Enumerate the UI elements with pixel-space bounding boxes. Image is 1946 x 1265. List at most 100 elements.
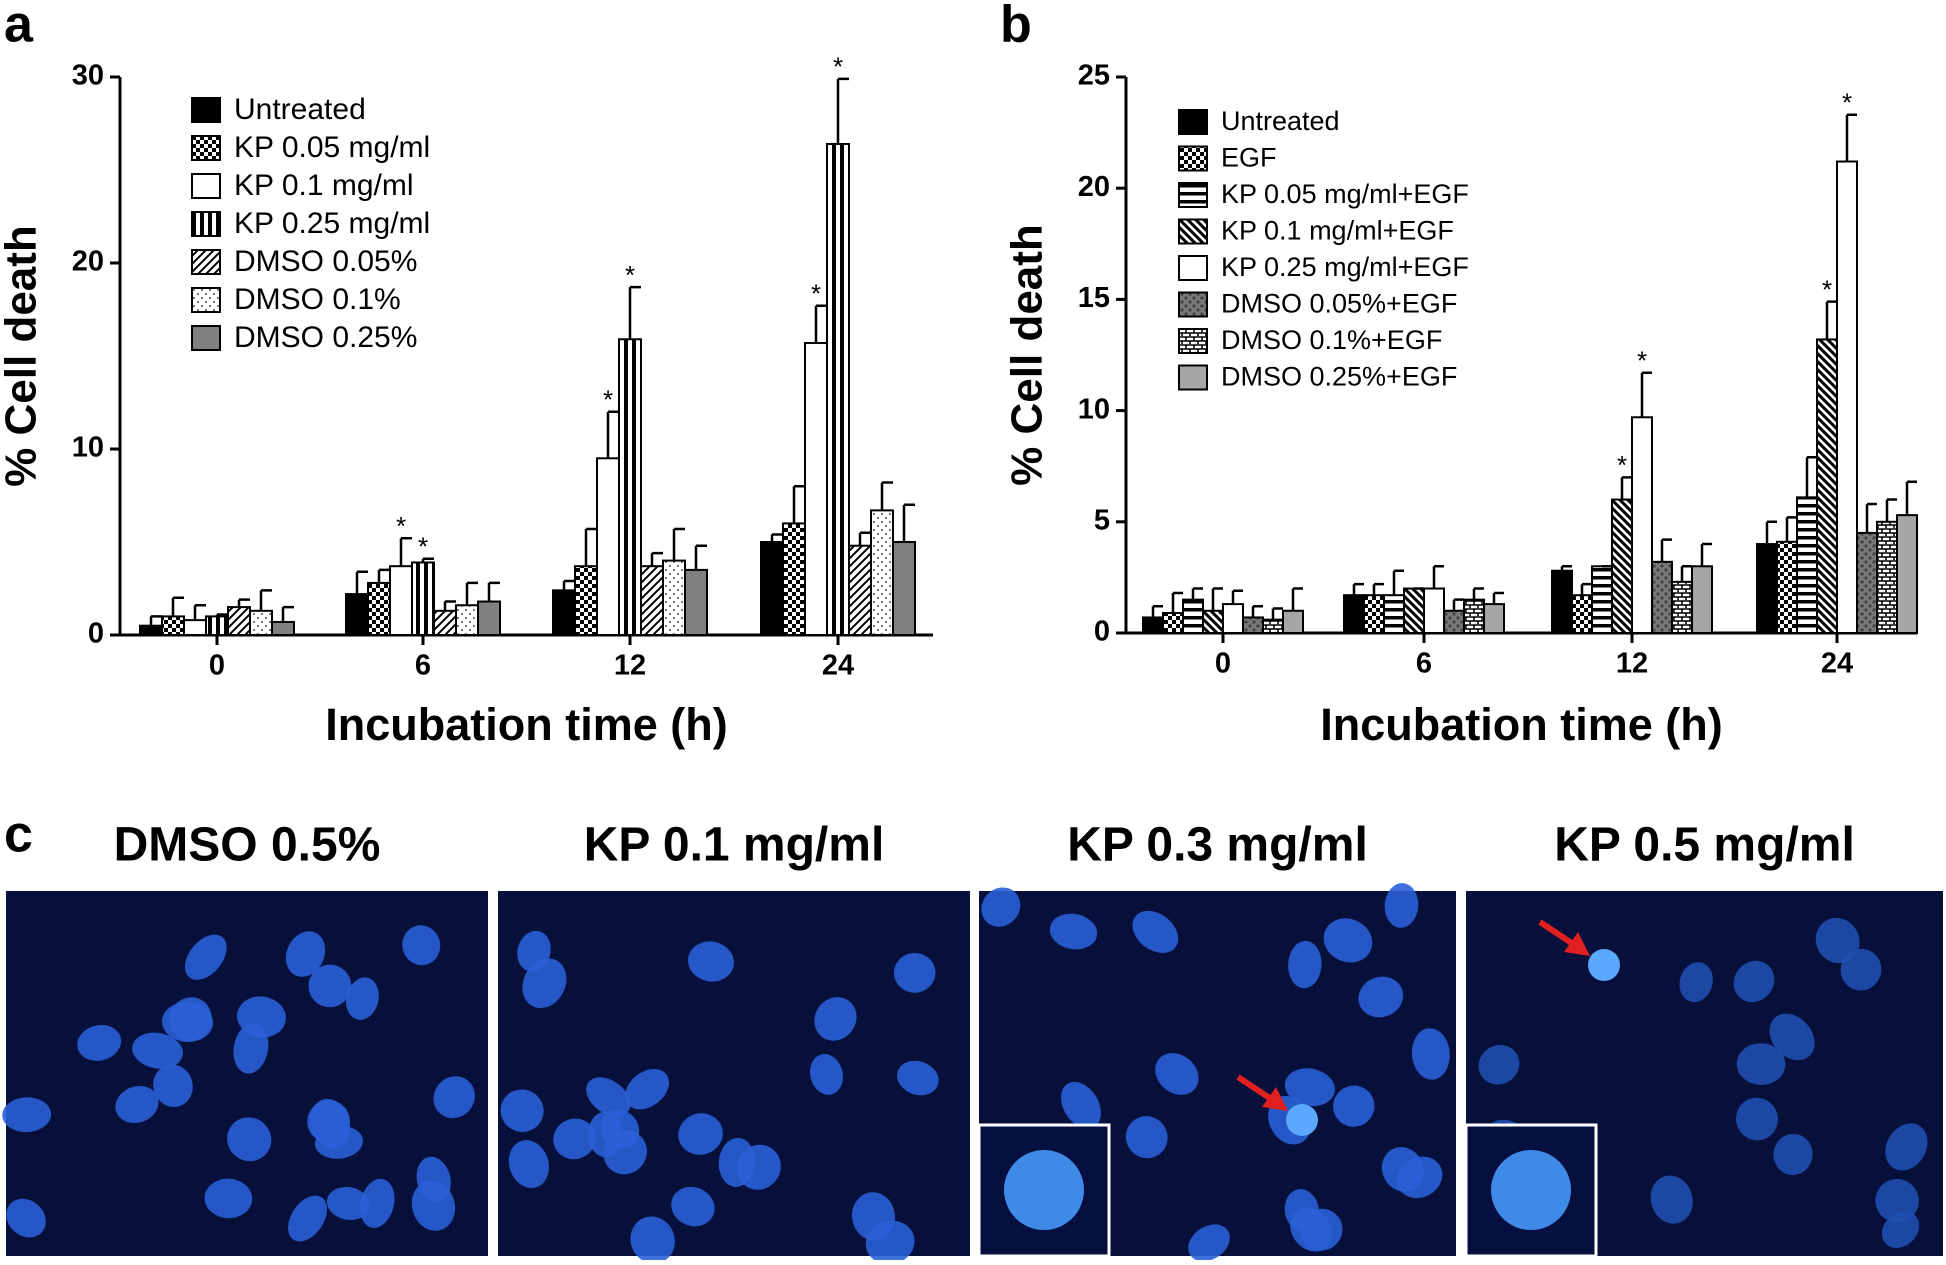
nucleus (1049, 913, 1098, 950)
legend-swatch (1178, 328, 1208, 354)
y-tick-label: 30 (72, 60, 104, 92)
nucleus (1384, 883, 1419, 928)
nucleus (1333, 1085, 1375, 1127)
nucleus (1478, 1044, 1520, 1085)
legend-label: KP 0.25 mg/ml+EGF (1221, 252, 1469, 282)
error-bar (1905, 480, 1917, 516)
bar (1202, 609, 1224, 635)
bar (345, 593, 369, 637)
error-bar (1151, 605, 1163, 618)
inset-cell (1491, 1150, 1571, 1230)
error-bar (1492, 591, 1504, 605)
bar (1671, 580, 1693, 635)
nucleus (671, 1186, 715, 1227)
nucleus (1125, 1116, 1168, 1159)
x-tick-label: 12 (614, 650, 646, 682)
nucleus (233, 1023, 269, 1074)
significance-mark: * (625, 260, 635, 290)
nucleus (508, 1140, 550, 1188)
error-bar (1291, 587, 1303, 611)
bar (1551, 569, 1573, 635)
nucleus (346, 977, 379, 1020)
error-bar (650, 551, 663, 567)
bar (477, 600, 501, 637)
x-tick-label: 24 (822, 650, 854, 682)
legend-label: KP 0.05 mg/ml+EGF (1221, 179, 1469, 209)
nucleus (809, 1053, 843, 1095)
nucleus (1132, 910, 1179, 953)
nucleus (1773, 1133, 1813, 1176)
legend-label: Untreated (1221, 106, 1340, 136)
legend-swatch (1178, 109, 1208, 135)
error-bar (628, 285, 641, 340)
bar (1571, 594, 1593, 635)
significance-mark: * (396, 511, 406, 541)
bar (1242, 616, 1264, 635)
error-bar (1231, 589, 1243, 605)
nucleus (1815, 917, 1860, 964)
bar (1756, 543, 1778, 634)
arrow-head (1564, 932, 1590, 956)
error-bar (902, 503, 915, 542)
bar (1403, 587, 1425, 635)
error-bar (1885, 498, 1897, 522)
bar (848, 544, 872, 636)
error-bar (562, 579, 575, 591)
error-bar (1191, 587, 1203, 600)
bar (1383, 594, 1405, 635)
bar (1651, 560, 1673, 634)
x-axis-label: Incubation time (h) (1320, 699, 1722, 750)
bar (1796, 496, 1818, 634)
legend-swatch (1178, 291, 1208, 318)
error-bar (1432, 565, 1444, 589)
error-bar (193, 603, 206, 621)
bar (618, 338, 642, 636)
bar (1343, 594, 1365, 635)
y-tick-label: 5 (1094, 504, 1110, 536)
nucleus (1769, 1013, 1815, 1061)
nucleus (227, 1117, 272, 1162)
y-tick-label: 10 (1078, 393, 1110, 425)
nucleus (310, 1098, 351, 1149)
x-tick-label: 0 (209, 650, 225, 682)
bar (1182, 598, 1204, 635)
error-bar (1171, 591, 1183, 613)
nucleus (1284, 1068, 1335, 1107)
nucleus (184, 934, 227, 980)
nucleus (1396, 1156, 1443, 1199)
y-tick-label: 10 (72, 432, 104, 464)
bar (1423, 587, 1445, 635)
bar (552, 589, 576, 636)
nucleus (1060, 1081, 1101, 1129)
x-tick-label: 6 (415, 650, 431, 682)
nucleus (981, 887, 1021, 927)
legend-label: DMSO 0.1%+EGF (1221, 325, 1442, 355)
bar (1222, 603, 1244, 635)
nucleus (132, 1032, 183, 1069)
error-bar (1352, 582, 1364, 596)
bar (205, 615, 229, 637)
nucleus (288, 1195, 328, 1242)
error-bar (259, 589, 272, 611)
nucleus (1679, 962, 1713, 1003)
micrograph-title: KP 0.3 mg/ml (1067, 819, 1368, 872)
x-tick-label: 24 (1821, 648, 1853, 680)
error-bar (1805, 456, 1817, 498)
error-bar (171, 596, 184, 617)
nucleus (1358, 976, 1404, 1018)
bar (662, 559, 686, 636)
x-tick-label: 12 (1616, 648, 1648, 680)
bar (1876, 520, 1898, 634)
nucleus (522, 958, 567, 1009)
bar (1691, 565, 1713, 635)
bar (782, 522, 806, 637)
bar (1896, 514, 1918, 634)
error-bar (1680, 565, 1692, 582)
y-tick-label: 20 (1078, 171, 1110, 203)
bar (1836, 160, 1858, 634)
bar (1856, 531, 1878, 634)
nucleus (687, 941, 734, 982)
nucleus (360, 1178, 395, 1228)
error-bar (814, 304, 827, 343)
nucleus (1290, 1207, 1333, 1252)
